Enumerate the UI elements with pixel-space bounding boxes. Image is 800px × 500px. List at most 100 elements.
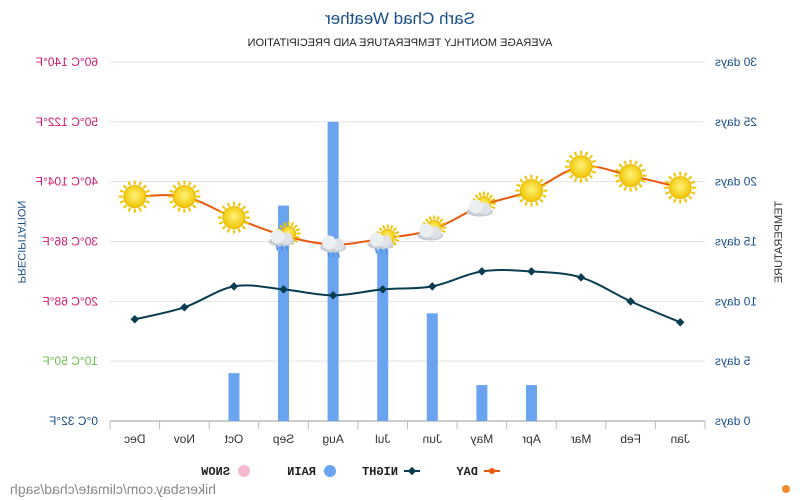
cloud-puff	[468, 199, 483, 214]
rain-drop	[280, 245, 284, 251]
sun-ray	[119, 200, 125, 204]
sun-ray	[490, 198, 496, 202]
sun-ray	[293, 224, 298, 229]
sun-icon	[217, 201, 250, 234]
sun-ray	[588, 174, 594, 179]
sun-ray	[293, 238, 298, 243]
right-axis-tick-label: 10°C 50°F	[42, 354, 98, 368]
sun-disc	[519, 179, 543, 203]
sun-ray	[237, 228, 242, 233]
sun-ray	[425, 218, 430, 223]
right-axis-tick-label: 20°C 68°F	[42, 294, 98, 308]
sun-ray	[591, 170, 597, 174]
sun-ray	[634, 160, 638, 165]
sun-ray	[573, 151, 578, 157]
rain-bar	[228, 373, 240, 421]
right-axis-tick-label: 40°C 104°F	[36, 175, 98, 189]
sun-ray	[623, 186, 627, 191]
sun-ray	[221, 225, 227, 230]
sun-ray	[618, 183, 623, 188]
x-tick-label: Feb	[620, 432, 641, 446]
rain-bar	[377, 241, 389, 421]
sun-ray	[394, 238, 400, 243]
night-point	[229, 282, 239, 291]
night-point	[328, 291, 338, 300]
sun-icon	[614, 159, 647, 192]
sun-ray	[565, 170, 571, 174]
sun-disc	[569, 155, 593, 179]
sun-ray	[295, 228, 301, 232]
sun-ray	[539, 198, 544, 203]
temperature-lines	[130, 163, 685, 327]
sun-ray	[441, 229, 446, 234]
x-tick-label: Nov	[174, 432, 195, 446]
cloud-puff	[270, 229, 285, 244]
sun-ray	[524, 175, 528, 180]
legend-label: SNOW	[200, 465, 230, 479]
rain-bar	[278, 205, 290, 421]
sun-ray	[474, 194, 479, 199]
sun-ray	[172, 204, 177, 209]
sun-ray	[615, 168, 620, 173]
x-tick-label: May	[471, 432, 494, 446]
sun-ray	[195, 189, 200, 193]
legend-marker	[489, 468, 495, 474]
sun-ray	[279, 224, 284, 229]
sun-ray	[138, 181, 142, 186]
sun-disc	[123, 185, 147, 209]
sun-ray	[177, 181, 181, 186]
source-watermark: hikersbay.com/climate/chad/sagh	[10, 481, 216, 497]
sun-cloud-icon	[466, 191, 496, 217]
x-tick-label: Apr	[522, 432, 541, 446]
rain-bar	[426, 313, 438, 421]
sun-ray	[241, 205, 246, 210]
sun-ray	[169, 200, 174, 204]
rain-drop	[374, 248, 378, 254]
sun-ray	[524, 201, 528, 206]
x-tick-label: Sep	[273, 432, 295, 446]
sun-ray	[244, 221, 250, 225]
mirrored-chart: Jan Feb Mar Apr May Jun Jul Aug Sep Oct Nov Dec 0°C …	[10, 9, 790, 497]
chart-title: Sarh Chad Weather	[325, 9, 475, 28]
sun-ray	[241, 225, 246, 230]
sun-ray	[237, 202, 242, 207]
sun-ray	[638, 183, 643, 188]
sun-ray	[441, 222, 446, 226]
night-point	[477, 267, 487, 276]
sun-disc	[619, 164, 643, 188]
legend-marker	[238, 465, 250, 477]
sun-ray	[188, 181, 192, 186]
left-axis-tick-label: 25 days	[715, 115, 757, 129]
sun-ray	[569, 154, 574, 159]
sun-ray	[188, 207, 192, 212]
sun-ray	[290, 222, 295, 227]
sun-ray	[127, 207, 132, 212]
sun-ray	[244, 210, 250, 214]
sun-icon	[515, 174, 548, 207]
sun-ray	[673, 198, 677, 203]
sun-ray	[428, 216, 433, 221]
cloud-rain-icon	[320, 235, 347, 258]
right-axis-tick-label: 30°C 86°F	[42, 235, 98, 249]
night-point	[378, 285, 387, 294]
sun-icon	[168, 180, 201, 213]
x-tick-label: Jan	[671, 432, 690, 446]
legend-marker	[407, 466, 417, 476]
sun-ray	[542, 183, 547, 187]
rain-drop	[379, 248, 383, 254]
legend-label: RAIN	[287, 465, 316, 479]
cloud-puff	[419, 223, 434, 238]
sun-ray	[394, 230, 400, 235]
sun-ray	[516, 183, 521, 187]
legend-item: NIGHT	[362, 465, 420, 479]
sun-ray	[668, 175, 673, 180]
sun-ray	[119, 189, 125, 193]
sun-ray	[673, 172, 677, 177]
sun-ray	[122, 184, 128, 189]
x-tick-label: Jul	[375, 432, 390, 446]
sun-ray	[687, 195, 693, 200]
sun-ray	[623, 160, 627, 165]
rain-drop	[275, 245, 279, 251]
sun-ray	[382, 225, 386, 230]
